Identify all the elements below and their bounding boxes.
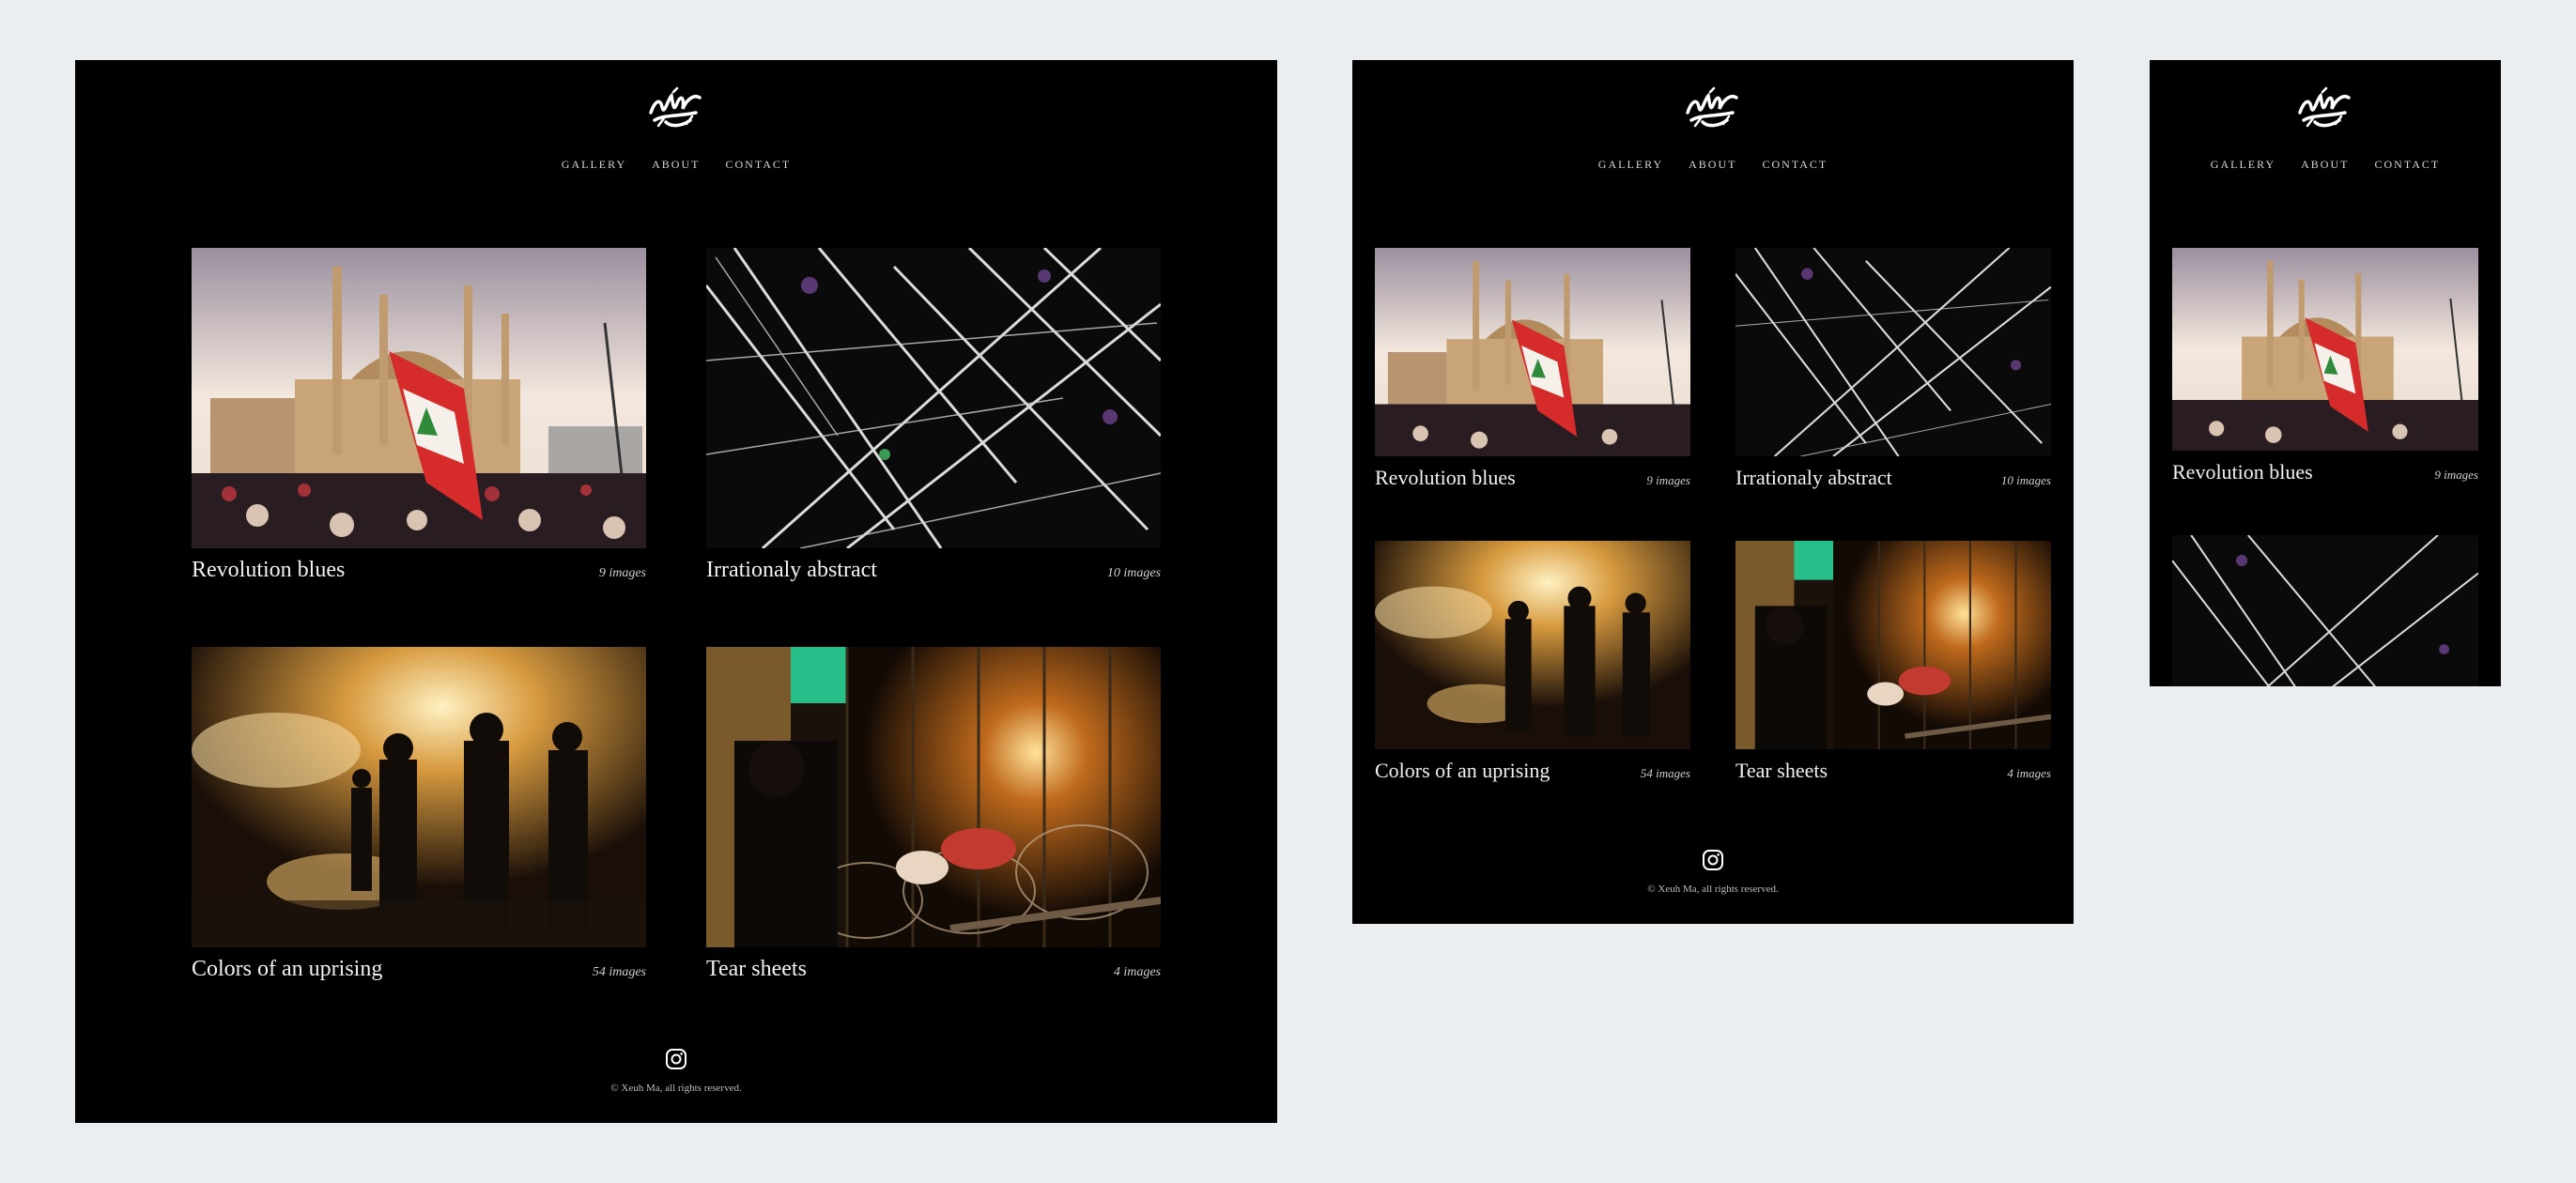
copyright-text: © Xeuh Ma, all rights reserved. [1647,883,1779,895]
mobile-preview: GALLERY ABOUT CONTACT [2150,60,2501,686]
gallery-card-revolution-blues[interactable]: Revolution blues 9 images [192,248,646,583]
main-nav: GALLERY ABOUT CONTACT [2150,158,2501,172]
gallery-thumbnail [1375,248,1690,456]
gallery-card-tear-sheets[interactable]: Tear sheets 4 images [706,647,1161,982]
gallery-card-colors-of-an-uprising[interactable]: Colors of an uprising 54 images [192,647,646,982]
nav-about[interactable]: ABOUT [652,158,701,171]
gallery-grid: Revolution blues 9 images [2172,248,2478,686]
gallery-title: Tear sheets [1735,759,1828,782]
main-nav: GALLERY ABOUT CONTACT [1352,158,2074,172]
gallery-caption: Tear sheets 4 images [1735,759,2051,783]
nav-contact[interactable]: CONTACT [1762,158,1828,171]
gallery-count: 9 images [1646,473,1690,487]
gallery-thumbnail [192,248,646,548]
logo-signature[interactable] [2294,84,2356,135]
gallery-title: Revolution blues [2172,460,2313,484]
nav-gallery[interactable]: GALLERY [1597,158,1664,171]
nav-contact[interactable]: CONTACT [2374,158,2441,171]
gallery-count: 9 images [598,566,646,580]
nav-about[interactable]: ABOUT [1689,158,1737,171]
gallery-count: 54 images [592,965,646,979]
gallery-thumbnail [2172,535,2478,686]
desktop-preview: GALLERY ABOUT CONTACT [75,60,1277,1123]
nav-gallery[interactable]: GALLERY [561,158,627,171]
gallery-grid: Revolution blues 9 images [192,248,1161,982]
gallery-card-colors-of-an-uprising[interactable]: Colors of an uprising 54 images [1375,541,1690,783]
gallery-card-irrationaly-abstract[interactable]: Irrationaly abstract 10 images [706,248,1161,583]
nav-contact[interactable]: CONTACT [725,158,792,171]
gallery-title: Irrationaly abstract [1735,466,1892,489]
gallery-grid: Revolution blues 9 images [1375,248,2051,783]
gallery-caption: Irrationaly abstract 10 images [706,558,1161,583]
main-nav: GALLERY ABOUT CONTACT [75,158,1277,172]
gallery-thumbnail [1375,541,1690,749]
gallery-thumbnail [706,647,1161,947]
gallery-caption: Tear sheets 4 images [706,957,1161,982]
gallery-count: 54 images [1640,766,1690,780]
instagram-icon[interactable] [1702,849,1724,871]
gallery-title: Irrationaly abstract [706,558,877,582]
site-footer: © Xeuh Ma, all rights reserved. [75,1048,1277,1094]
gallery-card-irrationaly-abstract[interactable] [2172,535,2478,686]
gallery-count: 4 images [1113,965,1161,979]
gallery-caption: Revolution blues 9 images [192,558,646,583]
gallery-title: Colors of an uprising [1375,759,1550,782]
gallery-caption: Irrationaly abstract 10 images [1735,466,2051,490]
gallery-card-irrationaly-abstract[interactable]: Irrationaly abstract 10 images [1735,248,2051,490]
gallery-count: 10 images [2000,473,2051,487]
gallery-thumbnail [706,248,1161,548]
gallery-thumbnail [192,647,646,947]
gallery-count: 10 images [1106,566,1161,580]
gallery-count: 9 images [2434,468,2478,482]
gallery-title: Revolution blues [192,558,346,582]
gallery-caption: Revolution blues 9 images [2172,460,2478,484]
gallery-thumbnail [2172,248,2478,451]
gallery-caption: Revolution blues 9 images [1375,466,1690,490]
gallery-title: Tear sheets [706,957,807,981]
nav-about[interactable]: ABOUT [2301,158,2350,171]
gallery-caption: Colors of an uprising 54 images [192,957,646,982]
gallery-thumbnail [1735,541,2051,749]
tablet-preview: GALLERY ABOUT CONTACT [1352,60,2074,924]
site-footer: © Xeuh Ma, all rights reserved. [1352,849,2074,895]
gallery-thumbnail [1735,248,2051,456]
gallery-caption: Colors of an uprising 54 images [1375,759,1690,783]
instagram-icon[interactable] [665,1048,687,1070]
gallery-count: 4 images [2007,766,2051,780]
copyright-text: © Xeuh Ma, all rights reserved. [610,1083,742,1094]
gallery-card-revolution-blues[interactable]: Revolution blues 9 images [1375,248,1690,490]
gallery-card-tear-sheets[interactable]: Tear sheets 4 images [1735,541,2051,783]
gallery-title: Colors of an uprising [192,957,383,981]
logo-signature[interactable] [1682,84,1744,135]
gallery-card-revolution-blues[interactable]: Revolution blues 9 images [2172,248,2478,484]
logo-signature[interactable] [645,84,707,135]
nav-gallery[interactable]: GALLERY [2210,158,2276,171]
gallery-title: Revolution blues [1375,466,1516,489]
